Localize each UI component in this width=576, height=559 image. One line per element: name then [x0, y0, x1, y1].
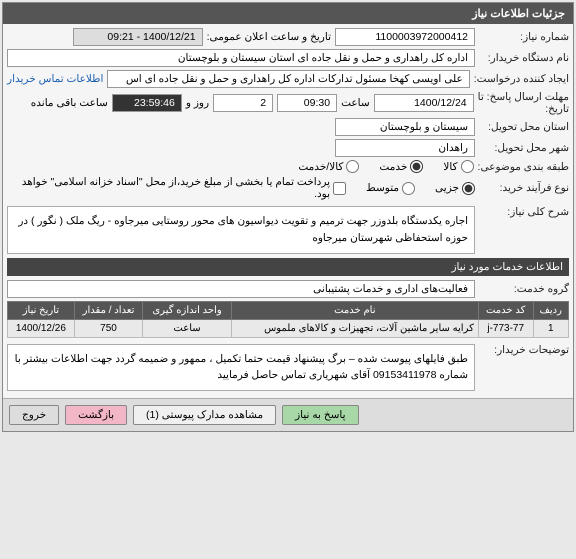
footer-buttons: پاسخ به نیاز مشاهده مدارک پیوستی (1) باز… — [3, 398, 573, 431]
announce-value: 1400/12/21 - 09:21 — [73, 28, 203, 46]
radio-service[interactable]: خدمت — [379, 160, 423, 173]
remaining-label: ساعت باقی مانده — [31, 97, 108, 109]
contact-link[interactable]: اطلاعات تماس خریدار — [7, 73, 103, 85]
panel-title: جزئیات اطلاعات نیاز — [3, 3, 573, 24]
remaining-time: 23:59:46 — [112, 94, 182, 112]
group-label: گروه خدمت: — [479, 283, 569, 295]
buyer-value: اداره کل راهداری و حمل و نقل جاده ای است… — [7, 49, 475, 67]
need-number-value: 1100003972000412 — [335, 28, 475, 46]
panel-body: شماره نیاز: 1100003972000412 تاریخ و ساع… — [3, 24, 573, 398]
attach-button[interactable]: مشاهده مدارک پیوستی (1) — [133, 405, 276, 425]
services-header: اطلاعات خدمات مورد نیاز — [7, 258, 569, 276]
table-header-row: ردیف کد خدمت نام خدمت واحد اندازه گیری ت… — [8, 301, 569, 319]
category-label: طبقه بندی موضوعی: — [478, 161, 569, 173]
deadline-time: 09:30 — [277, 94, 337, 112]
td-qty: 750 — [74, 319, 143, 337]
back-button[interactable]: بازگشت — [65, 405, 127, 425]
radio-goods-service[interactable]: کالا/خدمت — [298, 160, 359, 173]
th-qty: تعداد / مقدار — [74, 301, 143, 319]
time-label-1: ساعت — [341, 97, 370, 109]
reply-button[interactable]: پاسخ به نیاز — [282, 405, 358, 425]
province-value: سیستان و بلوچستان — [335, 118, 475, 136]
radio-minor[interactable]: جزیی — [435, 182, 475, 195]
th-code: کد خدمت — [478, 301, 533, 319]
th-date: تاریخ نیاز — [8, 301, 75, 319]
td-unit: ساعت — [143, 319, 232, 337]
days-count: 2 — [213, 94, 273, 112]
payment-checkbox[interactable]: پرداخت تمام یا بخشی از مبلغ خرید،از محل … — [7, 176, 346, 200]
desc-text: اجاره یکدستگاه بلدوزر جهت ترمیم و تقویت … — [7, 206, 475, 254]
desc-label: شرح کلی نیاز: — [479, 206, 569, 218]
deadline-label: مهلت ارسال پاسخ: تا تاریخ: — [478, 91, 569, 115]
process-label: نوع فرآیند خرید: — [479, 182, 569, 194]
requester-value: علی اویسی کهخا مسئول تدارکات اداره کل را… — [107, 70, 469, 88]
notes-label: توضیحات خریدار: — [479, 344, 569, 356]
details-panel: جزئیات اطلاعات نیاز شماره نیاز: 11000039… — [2, 2, 574, 432]
table-row: 1 773-77-j کرایه سایر ماشین آلات، تجهیزا… — [8, 319, 569, 337]
radio-medium[interactable]: متوسط — [366, 182, 415, 195]
city-label: شهر محل تحویل: — [479, 142, 569, 154]
deadline-date: 1400/12/24 — [374, 94, 474, 112]
category-radios: کالا خدمت کالا/خدمت — [298, 160, 473, 173]
process-radios: جزیی متوسط پرداخت تمام یا بخشی از مبلغ خ… — [7, 176, 475, 200]
exit-button[interactable]: خروج — [9, 405, 59, 425]
announce-label: تاریخ و ساعت اعلان عمومی: — [207, 31, 331, 43]
td-code: 773-77-j — [478, 319, 533, 337]
group-value: فعالیت‌های اداری و خدمات پشتیبانی — [7, 280, 475, 298]
td-date: 1400/12/26 — [8, 319, 75, 337]
province-label: استان محل تحویل: — [479, 121, 569, 133]
requester-label: ایجاد کننده درخواست: — [474, 73, 569, 85]
services-table: ردیف کد خدمت نام خدمت واحد اندازه گیری ت… — [7, 301, 569, 338]
day-and-label: روز و — [186, 97, 209, 109]
td-name: کرایه سایر ماشین آلات، تجهیزات و کالاهای… — [231, 319, 478, 337]
radio-goods[interactable]: کالا — [443, 160, 473, 173]
need-number-label: شماره نیاز: — [479, 31, 569, 43]
th-unit: واحد اندازه گیری — [143, 301, 232, 319]
td-row: 1 — [533, 319, 568, 337]
notes-text: طبق فایلهای پیوست شده – برگ پیشنهاد قیمت… — [7, 344, 475, 392]
city-value: راهدان — [335, 139, 475, 157]
th-row: ردیف — [533, 301, 568, 319]
buyer-label: نام دستگاه خریدار: — [479, 52, 569, 64]
th-name: نام خدمت — [231, 301, 478, 319]
